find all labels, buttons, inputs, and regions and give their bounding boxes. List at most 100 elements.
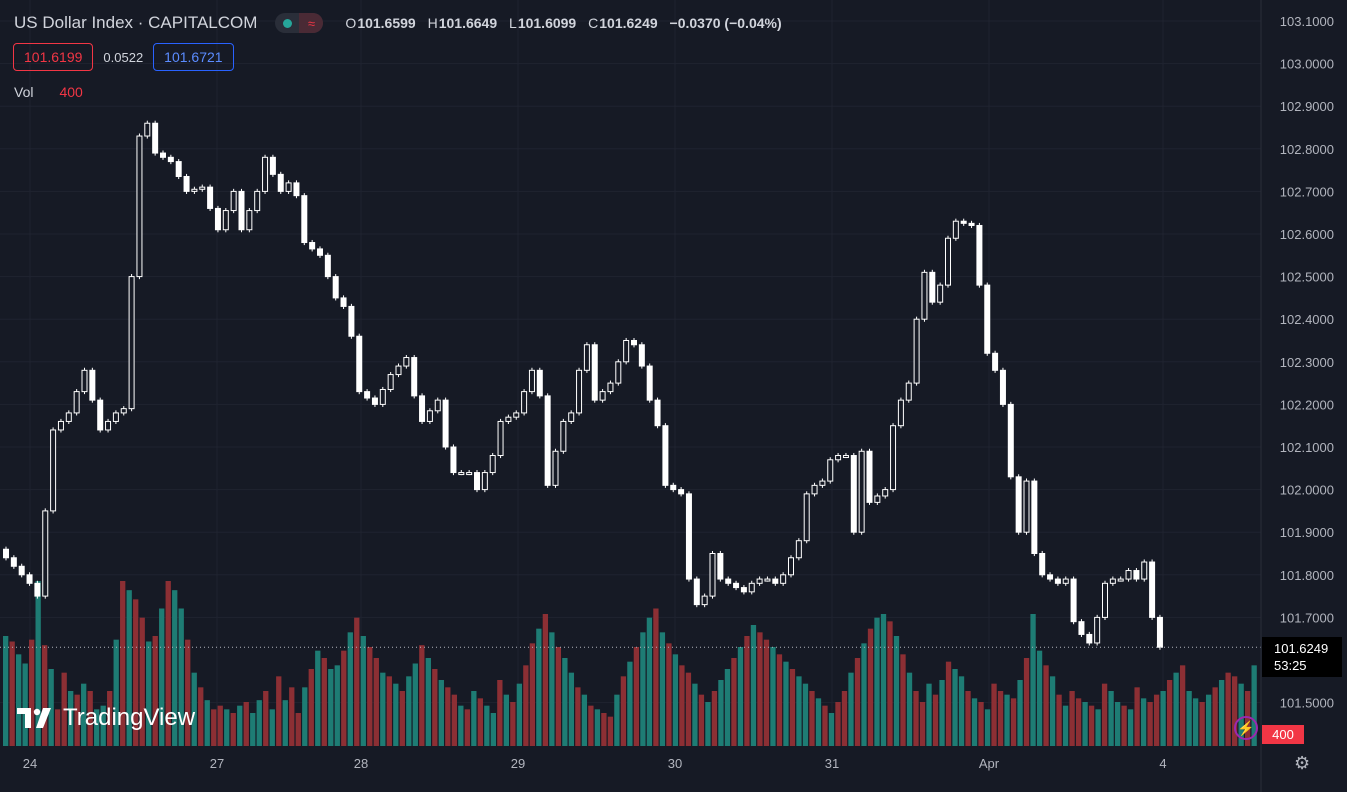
volume-bar	[503, 694, 510, 746]
volume-bar	[289, 687, 295, 746]
volume-bar	[991, 683, 997, 746]
candle	[960, 220, 967, 224]
candle	[874, 495, 881, 503]
candle	[238, 190, 245, 231]
candle	[858, 450, 865, 533]
volume-bar	[1049, 676, 1056, 746]
chart-legend: US Dollar Index · CAPITALCOM ≈ O101.6599…	[14, 12, 782, 34]
volume-bar	[874, 617, 880, 746]
candle	[890, 425, 897, 491]
open-value: 101.6599	[357, 15, 416, 31]
volume-bar	[744, 636, 750, 746]
volume-bar	[224, 709, 230, 746]
candle	[175, 161, 182, 177]
candle	[269, 156, 276, 175]
volume-bar	[133, 599, 139, 746]
close-value: 101.6249	[599, 15, 658, 31]
candle	[50, 429, 57, 512]
time-axis[interactable]: 24 27 28 29 30 31 Apr 4	[23, 756, 1167, 771]
candle	[937, 284, 944, 303]
volume-bar	[386, 676, 392, 746]
volume-bar	[731, 658, 737, 746]
volume-bar	[1108, 691, 1114, 746]
volume-bar	[1036, 650, 1043, 746]
gear-icon[interactable]: ⚙	[1294, 753, 1311, 773]
volume-value: 400	[59, 84, 83, 100]
high-value: 101.6649	[438, 15, 498, 31]
candle	[1054, 578, 1061, 584]
volume-bar	[204, 700, 210, 746]
volume-bar	[939, 680, 945, 746]
candle	[434, 399, 441, 412]
candle	[521, 391, 528, 414]
symbol-title[interactable]: US Dollar Index · CAPITALCOM	[14, 13, 258, 32]
volume-bar	[984, 709, 991, 746]
volume-bar	[692, 683, 698, 746]
candle	[3, 548, 9, 559]
volume-bar	[367, 647, 373, 746]
volume-bar	[1062, 705, 1069, 746]
candle	[827, 459, 834, 482]
volume-bar	[269, 709, 275, 746]
volume-bar	[1173, 672, 1179, 746]
volume-bar	[1075, 698, 1082, 746]
volume-bar	[588, 705, 594, 746]
grid-lines	[0, 0, 1261, 746]
price-axis[interactable]: 103.1000 103.0000 102.9000 102.8000 102.7000…	[1280, 14, 1334, 711]
sell-price-button[interactable]: 101.6199	[13, 43, 94, 71]
buy-price-button[interactable]: 101.6721	[153, 43, 234, 71]
volume-bar	[510, 702, 516, 746]
volume-bar	[445, 687, 451, 746]
volume-bar	[1088, 705, 1095, 746]
candle	[1023, 480, 1030, 533]
lightning-icon[interactable]: ⚡	[1234, 716, 1258, 740]
candle	[65, 412, 72, 422]
volume-bar	[497, 680, 503, 746]
y-tick-label: 102.7000	[1280, 184, 1334, 199]
candle	[505, 416, 512, 422]
candle	[536, 369, 543, 397]
candle	[1102, 582, 1108, 618]
volume-bar	[185, 639, 191, 746]
candle	[897, 399, 904, 427]
volume-bar	[490, 713, 496, 746]
candle	[1094, 616, 1101, 644]
volume-bar	[549, 632, 555, 746]
x-tick-label: 28	[354, 756, 368, 771]
candle	[466, 472, 473, 476]
volume-bar	[243, 702, 249, 746]
candle	[317, 248, 323, 256]
candle	[105, 420, 112, 431]
wave-icon[interactable]: ≈	[299, 13, 324, 33]
volume-bar	[484, 705, 490, 746]
candle	[191, 188, 198, 192]
volume-bar	[146, 641, 152, 746]
volume-bar	[139, 617, 145, 746]
volume-bar	[913, 691, 919, 746]
volume-bar	[1030, 614, 1036, 746]
y-tick-label: 102.4000	[1280, 312, 1334, 327]
volume-tag: 400	[1262, 725, 1304, 744]
candle	[152, 122, 159, 154]
y-tick-label: 102.3000	[1280, 355, 1334, 370]
candle	[395, 365, 402, 376]
candle	[26, 574, 33, 584]
status-pill[interactable]: ≈	[275, 13, 324, 33]
y-tick-label: 101.9000	[1280, 525, 1334, 540]
volume-bar	[438, 680, 444, 746]
volume-bar	[958, 676, 965, 746]
candle	[120, 408, 127, 414]
volume-bar	[178, 608, 184, 746]
candle	[654, 399, 661, 427]
volume-bar	[861, 643, 867, 746]
volume-bar	[9, 641, 15, 746]
volume-legend[interactable]: Vol 400	[14, 84, 83, 100]
candle	[301, 195, 308, 244]
volume-bar	[568, 672, 575, 746]
volume-bar	[822, 705, 828, 746]
candle	[364, 391, 371, 399]
volume-bar	[516, 683, 523, 746]
x-tick-label: 29	[511, 756, 525, 771]
volume-bar	[16, 654, 22, 746]
